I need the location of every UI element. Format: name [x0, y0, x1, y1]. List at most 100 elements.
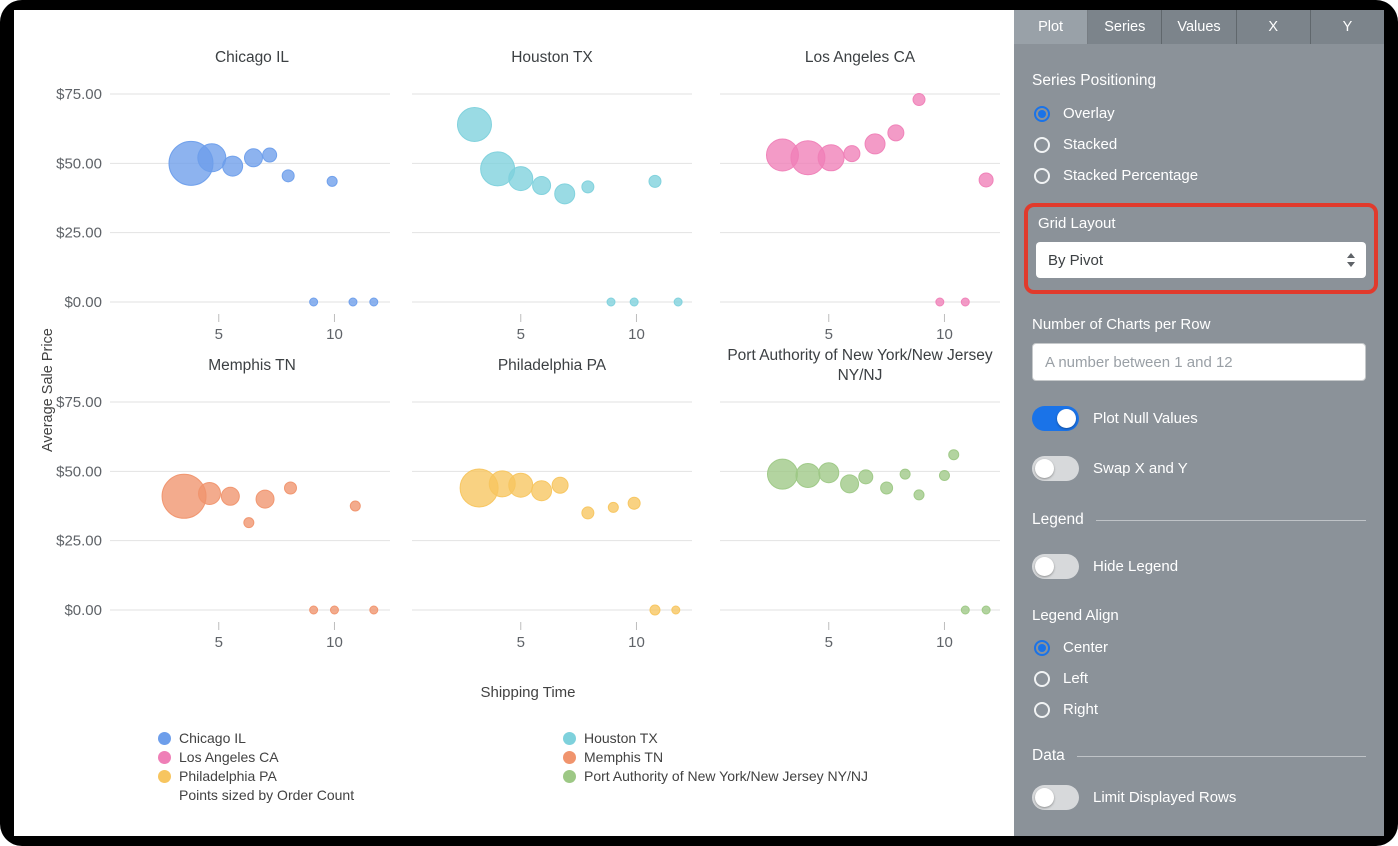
radio-label: Right [1063, 701, 1099, 718]
red-highlight-annotation: Grid Layout By Pivot [1024, 203, 1378, 294]
svg-text:$75.00: $75.00 [56, 86, 102, 103]
svg-text:10: 10 [628, 634, 645, 650]
data-section-header: Data [1032, 747, 1366, 765]
visualization-area: Average Sale Price Chicago IL $0.00 $25.00… [14, 10, 1014, 836]
toggle-off-icon[interactable] [1032, 456, 1079, 481]
toggle-knob[interactable] [1035, 557, 1054, 576]
tab-series[interactable]: Series [1088, 10, 1163, 44]
y-axis-label: Average Sale Price [40, 328, 56, 452]
chart-legend: Chicago IL Los Angeles CA Philadelphia PA P… [158, 729, 1014, 805]
section-divider [1095, 519, 1366, 521]
svg-text:10: 10 [936, 634, 953, 650]
legend-column-left: Chicago IL Los Angeles CA Philadelphia PA P… [158, 729, 563, 805]
settings-panel: Plot Series Values X Y Series Positioning Ov… [1014, 10, 1384, 836]
radio-label: Stacked Percentage [1063, 167, 1199, 184]
tab-values[interactable]: Values [1162, 10, 1237, 44]
series-positioning-options: Overlay Stacked Stacked Percentage [1032, 98, 1366, 191]
toggle-label: Plot Null Values [1093, 410, 1198, 427]
subplot-title: Port Authority of New York/New Jersey NY… [727, 346, 993, 384]
subplot-title: Houston TX [511, 48, 593, 66]
settings-body: Series Positioning Overlay Stacked Stacked… [1014, 44, 1384, 836]
toggle-knob[interactable] [1035, 788, 1054, 807]
toggle-knob[interactable] [1057, 409, 1076, 428]
svg-text:5: 5 [825, 326, 833, 342]
radio-selected-icon[interactable] [1034, 105, 1050, 122]
subplot-title: Memphis TN [208, 356, 296, 374]
app-window: Average Sale Price Chicago IL $0.00 $25.00… [14, 10, 1384, 836]
radio-unselected-icon[interactable] [1034, 136, 1050, 153]
grid-layout-label: Grid Layout [1038, 215, 1116, 232]
radio-label: Overlay [1063, 105, 1115, 122]
legend-item-philadelphia-pa: Philadelphia PA [158, 767, 563, 786]
legend-label: Chicago IL [179, 730, 246, 746]
grid-layout-select[interactable]: By Pivot [1036, 242, 1366, 278]
radio-option-overlay[interactable]: Overlay [1032, 98, 1366, 129]
tab-y[interactable]: Y [1342, 19, 1353, 35]
hide-legend-toggle-row[interactable]: Hide Legend [1032, 554, 1366, 579]
limit-displayed-rows-toggle-row[interactable]: Limit Displayed Rows [1032, 785, 1366, 810]
legend-item-los-angeles-ca: Los Angeles CA [158, 748, 563, 767]
radio-label: Stacked [1063, 136, 1118, 153]
subplot-plot: 5 10 [412, 401, 692, 650]
svg-text:$50.00: $50.00 [56, 463, 102, 480]
radio-label: Center [1063, 639, 1109, 656]
settings-tabs: Plot Series Values X Y [1014, 10, 1384, 44]
subplot-memphis-tn: Memphis TN $0.00 $25.00 $50.00 $75.00 5 10 [54, 342, 394, 650]
subplot-plot: 5 10 [412, 93, 692, 342]
subplot-title: Philadelphia PA [497, 356, 607, 374]
grid-layout-value: By Pivot [1048, 251, 1104, 269]
radio-option-right[interactable]: Right [1032, 694, 1366, 725]
toggle-on-icon[interactable] [1032, 406, 1079, 431]
subplot-plot: $0.00 $25.00 $50.00 $75.00 5 10 [56, 394, 390, 650]
legend-align-options: Center Left Right [1032, 632, 1366, 725]
legend-label: Port Authority of New York/New Jersey NY… [584, 768, 868, 784]
svg-text:$50.00: $50.00 [56, 155, 102, 172]
radio-unselected-icon[interactable] [1034, 701, 1050, 718]
radio-option-stacked[interactable]: Stacked [1032, 129, 1366, 160]
svg-text:$25.00: $25.00 [56, 533, 102, 550]
legend-column-right: Houston TX Memphis TN Port Authority of Ne… [563, 729, 868, 805]
radio-option-stacked-percentage[interactable]: Stacked Percentage [1032, 160, 1366, 191]
toggle-label: Hide Legend [1093, 558, 1179, 575]
legend-dot [158, 732, 171, 745]
plot-null-values-toggle-row[interactable]: Plot Null Values [1032, 406, 1366, 431]
radio-option-left[interactable]: Left [1032, 663, 1366, 694]
svg-text:5: 5 [517, 634, 525, 650]
subplot-title: Los Angeles CA [804, 48, 916, 66]
x-axis-label: Shipping Time [480, 684, 576, 701]
toggle-knob[interactable] [1035, 459, 1054, 478]
legend-label: Los Angeles CA [179, 749, 279, 765]
tab-x[interactable]: X [1237, 10, 1311, 44]
legend-label: Memphis TN [584, 749, 664, 765]
charts-per-row-input[interactable] [1032, 343, 1366, 381]
legend-dot [563, 732, 576, 745]
legend-item-chicago-il: Chicago IL [158, 729, 563, 748]
svg-text:5: 5 [215, 326, 223, 342]
subplot-plot: $0.00 $25.00 $50.00 $75.00 5 10 [56, 86, 390, 342]
toggle-off-icon[interactable] [1032, 554, 1079, 579]
toggle-label: Swap X and Y [1093, 460, 1188, 477]
charts-grid: Chicago IL $0.00 $25.00 $50.00 $75.00 5 10 Hous… [54, 34, 1014, 650]
tab-plot[interactable]: Plot [1014, 10, 1089, 44]
legend-section-title: Legend [1032, 511, 1084, 528]
radio-unselected-icon[interactable] [1034, 670, 1050, 687]
subplot-plot: 5 10 [720, 93, 1000, 342]
subplot-plot: 5 10 [720, 401, 1000, 650]
toggle-off-icon[interactable] [1032, 785, 1079, 810]
radio-selected-icon[interactable] [1034, 639, 1050, 656]
svg-text:$0.00: $0.00 [64, 602, 102, 619]
legend-dot [158, 751, 171, 764]
radio-unselected-icon[interactable] [1034, 167, 1050, 184]
svg-text:10: 10 [326, 634, 343, 650]
svg-text:10: 10 [628, 326, 645, 342]
legend-item-port-authority-of-new-york-new-jersey-ny-nj: Port Authority of New York/New Jersey NY… [563, 767, 868, 786]
subplot-houston-tx: Houston TX 5 10 [402, 34, 702, 342]
data-section-title: Data [1032, 747, 1065, 764]
radio-label: Left [1063, 670, 1089, 687]
subplot-philadelphia-pa: Philadelphia PA 5 10 [402, 342, 702, 650]
svg-text:5: 5 [517, 326, 525, 342]
radio-option-center[interactable]: Center [1032, 632, 1366, 663]
swap-x-and-y-toggle-row[interactable]: Swap X and Y [1032, 456, 1366, 481]
subplot-port-authority-of-new-york-new-jersey-ny-nj: Port Authority of New York/New Jersey NY… [710, 342, 1010, 650]
